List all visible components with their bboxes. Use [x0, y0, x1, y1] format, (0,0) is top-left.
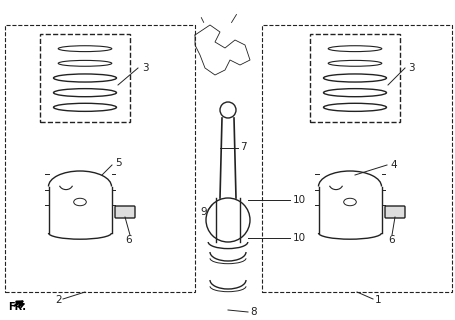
Text: 8: 8: [249, 307, 256, 317]
Ellipse shape: [74, 198, 86, 206]
Text: FR.: FR.: [8, 302, 26, 312]
Text: 3: 3: [407, 63, 414, 73]
Ellipse shape: [343, 198, 355, 206]
Text: 10: 10: [293, 233, 305, 243]
Text: 2: 2: [55, 295, 61, 305]
Text: 6: 6: [125, 235, 131, 245]
Bar: [309, 34, 399, 122]
Bar: [40, 34, 130, 122]
FancyBboxPatch shape: [384, 206, 404, 218]
Text: 10: 10: [293, 195, 305, 205]
Text: 1: 1: [374, 295, 381, 305]
Text: 7: 7: [239, 142, 246, 152]
Text: 3: 3: [142, 63, 148, 73]
Text: 5: 5: [115, 158, 121, 168]
Text: 9: 9: [200, 207, 206, 217]
Text: 6: 6: [387, 235, 394, 245]
Text: 4: 4: [389, 160, 396, 170]
Bar: [262, 25, 451, 292]
FancyBboxPatch shape: [115, 206, 135, 218]
Bar: [5, 25, 195, 292]
